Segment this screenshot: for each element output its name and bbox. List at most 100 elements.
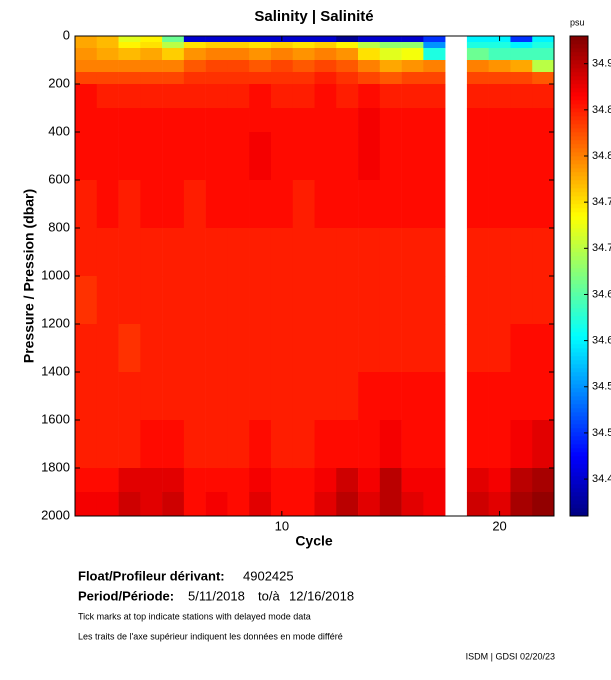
colorbar-step bbox=[570, 300, 588, 305]
heat-cell bbox=[75, 108, 98, 133]
heat-cell bbox=[227, 420, 250, 469]
y-tick-label: 1600 bbox=[41, 411, 70, 426]
heat-cell bbox=[140, 42, 163, 49]
colorbar-step bbox=[570, 60, 588, 65]
period-sep: to/à bbox=[258, 588, 280, 603]
heat-cell bbox=[488, 420, 511, 469]
heat-cell bbox=[270, 468, 294, 493]
heat-cell bbox=[249, 468, 272, 493]
heat-cell bbox=[183, 48, 206, 61]
colorbar-step bbox=[570, 464, 588, 469]
heat-cell bbox=[488, 468, 511, 493]
heat-cell bbox=[510, 276, 533, 325]
heat-cell bbox=[488, 372, 511, 421]
colorbar-step bbox=[570, 136, 588, 141]
colorbar-step bbox=[570, 232, 588, 237]
colorbar-step bbox=[570, 36, 588, 41]
heat-cell bbox=[401, 108, 424, 133]
heat-cell bbox=[314, 72, 337, 85]
heat-cell bbox=[423, 276, 446, 325]
heat-cell bbox=[379, 36, 402, 43]
heat-cell bbox=[205, 108, 228, 133]
colorbar-step bbox=[570, 352, 588, 357]
heat-cell bbox=[532, 180, 555, 229]
heat-cell bbox=[510, 60, 533, 73]
heat-cell bbox=[140, 228, 163, 277]
heat-cell bbox=[358, 468, 381, 493]
heat-cell bbox=[423, 132, 446, 181]
heat-cell bbox=[75, 228, 98, 277]
heat-cell bbox=[379, 42, 402, 49]
colorbar-step bbox=[570, 120, 588, 125]
heat-cell bbox=[270, 180, 294, 229]
heat-cell bbox=[336, 84, 359, 109]
heat-cell bbox=[75, 132, 98, 181]
heat-cell bbox=[183, 324, 206, 373]
heat-cell bbox=[336, 492, 359, 517]
heat-cell bbox=[488, 228, 511, 277]
heat-cell bbox=[205, 276, 228, 325]
heat-cell bbox=[466, 276, 489, 325]
heat-cell bbox=[314, 372, 337, 421]
heat-cell bbox=[118, 60, 141, 73]
heat-cell bbox=[532, 108, 555, 133]
heat-cell bbox=[183, 84, 206, 109]
heat-cell bbox=[249, 60, 272, 73]
heat-cell bbox=[140, 84, 163, 109]
heat-cell bbox=[358, 324, 381, 373]
heat-cell bbox=[249, 420, 272, 469]
colorbar-step bbox=[570, 492, 588, 497]
heat-cell bbox=[249, 84, 272, 109]
colorbar-tick-label: 34.5 bbox=[592, 381, 611, 393]
colorbar-step bbox=[570, 288, 588, 293]
colorbar-step bbox=[570, 144, 588, 149]
credit: ISDM | GDSI 02/20/23 bbox=[466, 651, 555, 661]
colorbar-step bbox=[570, 400, 588, 405]
heat-cell bbox=[96, 36, 119, 43]
y-tick-label: 0 bbox=[63, 27, 70, 42]
colorbar-step bbox=[570, 348, 588, 353]
heat-cell bbox=[140, 468, 163, 493]
colorbar-step bbox=[570, 268, 588, 273]
heat-cell bbox=[510, 180, 533, 229]
heat-cell bbox=[358, 132, 381, 181]
heat-cell bbox=[227, 492, 250, 517]
colorbar-tick-label: 34.4 bbox=[592, 473, 611, 485]
colorbar-step bbox=[570, 252, 588, 257]
heat-cell bbox=[488, 324, 511, 373]
heat-cell bbox=[532, 324, 555, 373]
heat-cell bbox=[358, 372, 381, 421]
colorbar-step bbox=[570, 56, 588, 61]
colorbar-step bbox=[570, 180, 588, 185]
heat-cell bbox=[466, 420, 489, 469]
heat-cell bbox=[314, 60, 337, 73]
heat-cell bbox=[205, 72, 228, 85]
heat-cell bbox=[227, 180, 250, 229]
heat-cell bbox=[118, 468, 141, 493]
heat-cell bbox=[292, 324, 315, 373]
heat-cell bbox=[488, 60, 511, 73]
colorbar-step bbox=[570, 412, 588, 417]
heat-cell bbox=[183, 36, 206, 43]
heat-cell bbox=[205, 36, 228, 43]
colorbar-step bbox=[570, 84, 588, 89]
heat-cell bbox=[510, 132, 533, 181]
colorbar-step bbox=[570, 476, 588, 481]
heat-cell bbox=[466, 180, 489, 229]
period-end: 12/16/2018 bbox=[289, 588, 354, 603]
heat-cell bbox=[336, 108, 359, 133]
heat-cell bbox=[358, 48, 381, 61]
heat-cell bbox=[292, 372, 315, 421]
heat-cell bbox=[292, 132, 315, 181]
heat-cell bbox=[183, 108, 206, 133]
colorbar-label: psu bbox=[570, 17, 585, 27]
colorbar-step bbox=[570, 92, 588, 97]
colorbar-step bbox=[570, 100, 588, 105]
heat-cell bbox=[466, 372, 489, 421]
heat-cell bbox=[510, 420, 533, 469]
period-label: Period/Période: bbox=[78, 588, 174, 603]
colorbar-step bbox=[570, 124, 588, 129]
heat-cell bbox=[270, 228, 294, 277]
heat-cell bbox=[75, 372, 98, 421]
heat-cell bbox=[336, 180, 359, 229]
